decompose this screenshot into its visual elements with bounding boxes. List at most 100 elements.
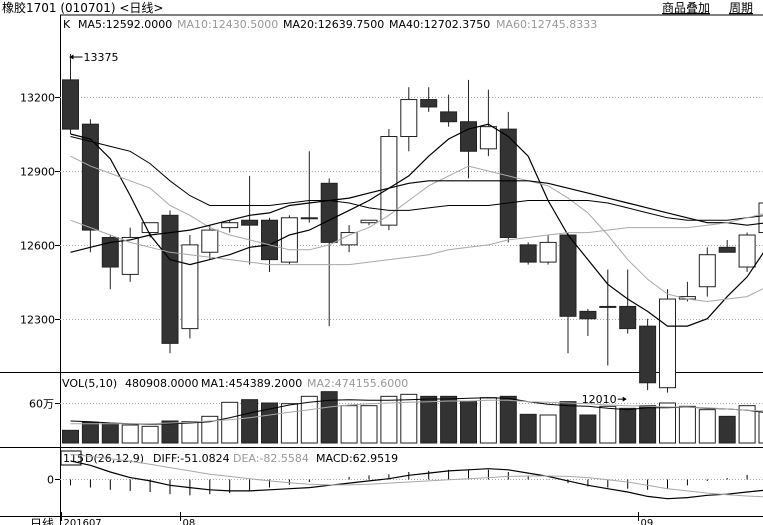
candle bbox=[121, 227, 139, 282]
volume-bars-layer bbox=[62, 391, 763, 444]
candle bbox=[659, 289, 676, 393]
volume-bar bbox=[380, 395, 398, 444]
candle bbox=[280, 215, 298, 265]
volume-bar bbox=[280, 403, 298, 444]
volume-bar bbox=[539, 414, 557, 444]
volume-ma1-legend: MA1:454389.2000 bbox=[201, 377, 302, 390]
volume-ma1-line bbox=[70, 397, 763, 425]
candle bbox=[62, 54, 79, 135]
volume-bar bbox=[678, 405, 696, 444]
volume-bar bbox=[440, 395, 458, 444]
volume-bar bbox=[420, 395, 438, 444]
candle-body-up bbox=[400, 99, 418, 138]
macd-zero-label: 0 bbox=[47, 474, 54, 487]
candle-body-down bbox=[320, 182, 338, 243]
candle-body-up bbox=[181, 244, 199, 330]
volume-bar bbox=[261, 402, 278, 444]
candle-body-down bbox=[62, 79, 79, 130]
candle-body-up bbox=[121, 236, 139, 275]
candle bbox=[718, 239, 736, 253]
volume-bar bbox=[141, 425, 159, 444]
ma60-line bbox=[70, 213, 763, 266]
volume-bar bbox=[81, 421, 99, 444]
volume-bar bbox=[479, 397, 497, 444]
candle-body-down bbox=[440, 111, 458, 123]
dea-line bbox=[70, 453, 763, 498]
candle-body-up bbox=[479, 126, 497, 150]
high-price-label: 13375 bbox=[84, 51, 119, 64]
volume-bar bbox=[599, 405, 617, 444]
candle bbox=[460, 79, 477, 179]
dea-legend: DEA:-82.5584 bbox=[233, 452, 309, 465]
ma10-legend: MA10:12430.5000 bbox=[177, 18, 278, 31]
volume-tick-label: 60万 bbox=[29, 398, 54, 411]
ma20-line bbox=[70, 136, 763, 221]
candle-body-down bbox=[579, 310, 597, 320]
candles-layer bbox=[62, 54, 763, 393]
high-price-arrowhead bbox=[69, 54, 74, 60]
candle-body-down bbox=[639, 325, 657, 384]
chart-title: 橡胶1701 (010701) <日线> bbox=[2, 0, 163, 15]
candle bbox=[181, 235, 199, 339]
volume-bar bbox=[241, 399, 259, 444]
diff-legend: DIFF:-51.0824 bbox=[153, 452, 230, 465]
ma20-legend: MA20:12639.7500 bbox=[283, 18, 384, 31]
candle-body-down bbox=[241, 219, 259, 226]
candle bbox=[579, 308, 597, 336]
ma5-line bbox=[70, 123, 763, 327]
macd-layer bbox=[70, 453, 763, 500]
candle-body-down bbox=[619, 305, 637, 330]
x-tick-label: 08 bbox=[183, 518, 196, 525]
volume-value-legend: 480908.0000 bbox=[125, 377, 198, 390]
candle bbox=[261, 217, 278, 272]
volume-bar bbox=[758, 410, 763, 444]
candle-body-up bbox=[280, 217, 298, 263]
candle bbox=[479, 89, 497, 157]
price-tick-label: 12900 bbox=[20, 166, 55, 179]
axis-labels-layer: 13200 12900 12600 12300 13375 12010 60万 0 201607… bbox=[20, 51, 653, 525]
candle-body-down bbox=[420, 99, 438, 108]
ma40-line bbox=[70, 180, 763, 253]
volume-bar bbox=[460, 400, 477, 444]
volume-bar bbox=[121, 424, 139, 444]
volume-bar bbox=[101, 423, 119, 444]
volume-bar bbox=[559, 401, 577, 444]
candle bbox=[539, 235, 557, 265]
candle bbox=[440, 94, 458, 127]
candle-body-down bbox=[261, 219, 278, 261]
candle bbox=[758, 202, 763, 234]
volume-panel-label: VOL(5,10) bbox=[62, 377, 117, 390]
volume-bar bbox=[340, 405, 358, 444]
candle bbox=[420, 87, 438, 112]
volume-bar bbox=[499, 395, 517, 444]
commodity-overlay-button[interactable]: 商品叠加 bbox=[662, 0, 710, 15]
ma5-legend: MA5:12592.0000 bbox=[78, 18, 172, 31]
low-price-arrowhead bbox=[622, 396, 627, 402]
candle-body-up bbox=[340, 232, 358, 246]
volume-bar bbox=[181, 421, 199, 444]
volume-bar bbox=[161, 420, 179, 444]
candle-body-down bbox=[559, 234, 577, 317]
ma60-legend: MA60:12745.8333 bbox=[496, 18, 597, 31]
volume-bar bbox=[320, 391, 338, 444]
volume-bar bbox=[738, 405, 756, 444]
volume-bar bbox=[221, 401, 239, 444]
volume-bar bbox=[400, 393, 418, 444]
moving-averages-layer bbox=[70, 123, 763, 327]
candle bbox=[81, 119, 99, 253]
diff-line bbox=[70, 460, 763, 500]
macd-panel-label: D(26,12,9) bbox=[85, 452, 144, 465]
volume-bar bbox=[698, 409, 716, 444]
period-button[interactable]: 周期 bbox=[729, 1, 753, 15]
candle bbox=[380, 129, 398, 231]
candle bbox=[201, 225, 219, 260]
price-panel-label: K bbox=[63, 18, 71, 31]
volume-bar bbox=[519, 413, 537, 444]
candle bbox=[619, 269, 637, 334]
candle bbox=[499, 111, 517, 243]
volume-ma2-line bbox=[70, 399, 763, 425]
candle bbox=[241, 175, 259, 265]
volume-bar bbox=[201, 415, 219, 444]
candle bbox=[738, 232, 756, 272]
candle bbox=[400, 87, 418, 152]
